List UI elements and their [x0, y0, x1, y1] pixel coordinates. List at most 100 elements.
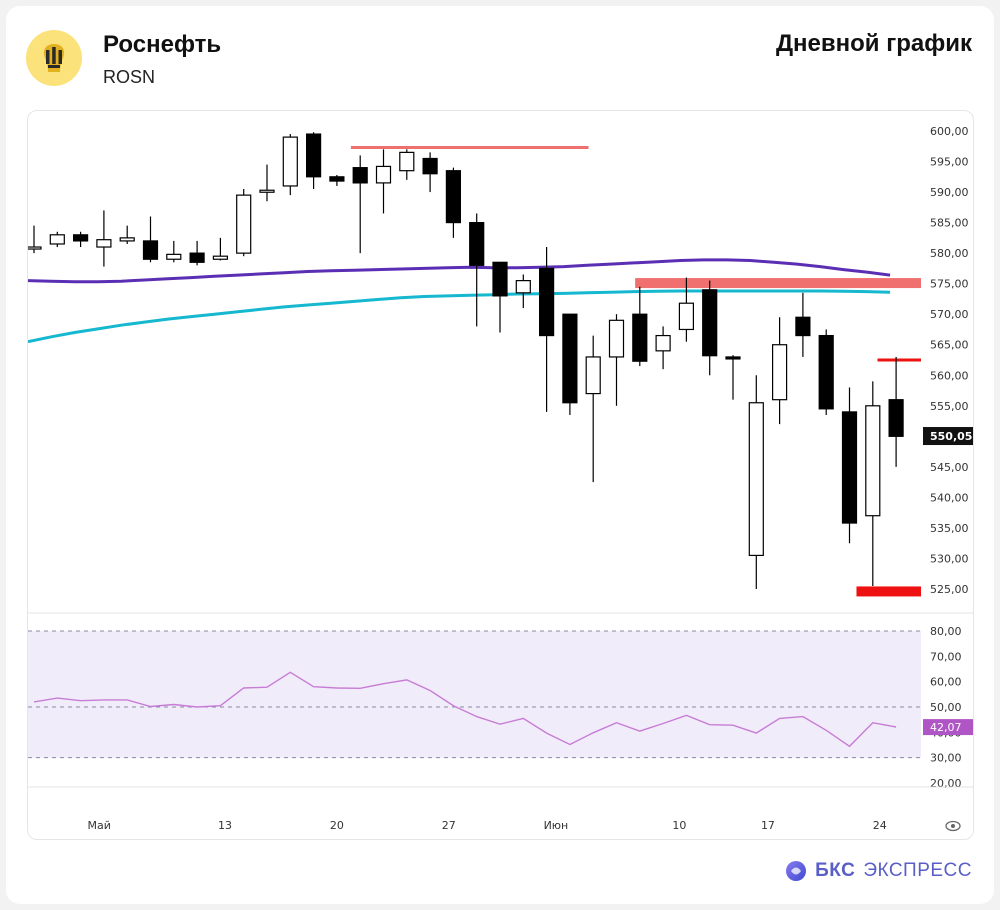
- price-tick-label: 575,00: [930, 278, 969, 291]
- candle: [608, 314, 625, 406]
- candle-body: [375, 165, 392, 184]
- price-tick-label: 585,00: [930, 217, 969, 230]
- price-tick-label: 565,00: [930, 339, 969, 352]
- rsi-tick-label: 60,00: [930, 676, 962, 689]
- candle-body: [725, 356, 741, 360]
- candle: [72, 231, 89, 248]
- candle: [166, 240, 182, 263]
- x-tick-label: 24: [873, 819, 887, 832]
- candle-body: [445, 170, 461, 224]
- x-tick-label: 27: [442, 819, 456, 832]
- candle: [189, 240, 205, 266]
- level-resistance-zone: [635, 278, 921, 289]
- company-logo: [26, 30, 82, 86]
- candle-body: [166, 253, 182, 260]
- ticker-symbol: ROSN: [103, 67, 156, 87]
- company-name: Роснефть: [103, 31, 222, 58]
- x-tick-label: Июн: [544, 819, 569, 832]
- footer-brand-bold: БКС: [815, 860, 856, 881]
- price-chart[interactable]: 600,00 595,00 590,00 585,00 580,00 575,00 570,…: [28, 111, 973, 839]
- x-tick-label: Май: [88, 819, 111, 832]
- price-tick-label: 530,00: [930, 552, 969, 565]
- rsi-tick-label: 70,00: [930, 650, 962, 663]
- chart-type-label: Дневной график: [775, 30, 972, 57]
- chart-container: 600,00 595,00 590,00 585,00 580,00 575,00 570,…: [27, 110, 974, 840]
- candle-body: [236, 194, 252, 254]
- candle: [282, 134, 298, 196]
- candle: [49, 231, 65, 248]
- rsi-tick-label: 20,00: [930, 777, 962, 790]
- candle: [259, 164, 275, 202]
- rsi-last-label: 42,07: [930, 721, 962, 734]
- visibility-eye-icon[interactable]: [945, 820, 961, 832]
- bks-logo-icon: [786, 861, 807, 881]
- candle: [795, 292, 811, 357]
- candle-body: [678, 302, 695, 331]
- candle: [492, 261, 508, 333]
- price-tick-label: 555,00: [930, 400, 969, 413]
- rsi-band: [28, 631, 921, 758]
- candle: [655, 326, 671, 370]
- candle: [771, 317, 788, 425]
- candle: [748, 375, 764, 589]
- candle: [702, 280, 718, 376]
- candle: [28, 225, 42, 254]
- candle-body: [142, 240, 159, 260]
- candle-body: [795, 316, 811, 337]
- x-tick-label: 13: [218, 819, 232, 832]
- price-tick-label: 595,00: [930, 156, 969, 169]
- candle-body: [282, 136, 298, 187]
- candle: [445, 167, 461, 238]
- candle: [306, 132, 322, 190]
- candle: [329, 174, 345, 186]
- last-price-label: 550,05: [930, 430, 972, 443]
- price-tick-label: 535,00: [930, 522, 969, 535]
- candle-body: [515, 280, 531, 294]
- price-tick-label: 580,00: [930, 247, 969, 260]
- candle: [539, 247, 555, 412]
- candle-body: [539, 267, 555, 337]
- rsi-tick-label: 30,00: [930, 752, 962, 765]
- x-tick-label: 10: [672, 819, 686, 832]
- candle-body: [748, 402, 764, 557]
- candle-body: [352, 167, 368, 184]
- candle: [119, 225, 135, 244]
- candle-body: [608, 319, 625, 358]
- candle-body: [632, 313, 648, 362]
- candle: [562, 313, 578, 415]
- price-tick-label: 545,00: [930, 461, 969, 474]
- candle-body: [492, 261, 508, 297]
- rsi-tick-label: 80,00: [930, 625, 962, 638]
- candle: [352, 155, 368, 254]
- footer-brand-rest: ЭКСПРЕСС: [863, 860, 972, 881]
- candle-body: [818, 334, 834, 410]
- candle-body: [422, 157, 438, 175]
- candle-body: [841, 411, 858, 524]
- candle: [865, 381, 881, 586]
- candle-body: [259, 189, 275, 193]
- x-tick-label: 20: [330, 819, 344, 832]
- candle: [422, 152, 438, 193]
- rsi-last-badge: [923, 719, 973, 736]
- candle-body: [329, 176, 345, 182]
- ma-slow-line: [28, 289, 891, 344]
- footer-brand: БКС ЭКСПРЕСС: [785, 860, 972, 882]
- level-resistance-near: [877, 358, 921, 362]
- candle-body: [655, 334, 671, 352]
- candle-body: [585, 356, 601, 395]
- ma-fast-line: [28, 258, 891, 284]
- candle: [632, 286, 648, 367]
- candle: [818, 329, 834, 415]
- price-tick-label: 525,00: [930, 583, 969, 596]
- rsi-line: [33, 671, 897, 748]
- candle-body: [888, 399, 904, 437]
- candle-body: [72, 234, 89, 242]
- candle: [585, 335, 601, 483]
- price-tick-label: 560,00: [930, 369, 969, 382]
- candle-body: [212, 255, 228, 260]
- candle-body: [96, 239, 112, 248]
- candle: [399, 149, 415, 180]
- candle-body: [189, 252, 205, 263]
- price-tick-label: 540,00: [930, 491, 969, 504]
- candle-body: [562, 313, 578, 404]
